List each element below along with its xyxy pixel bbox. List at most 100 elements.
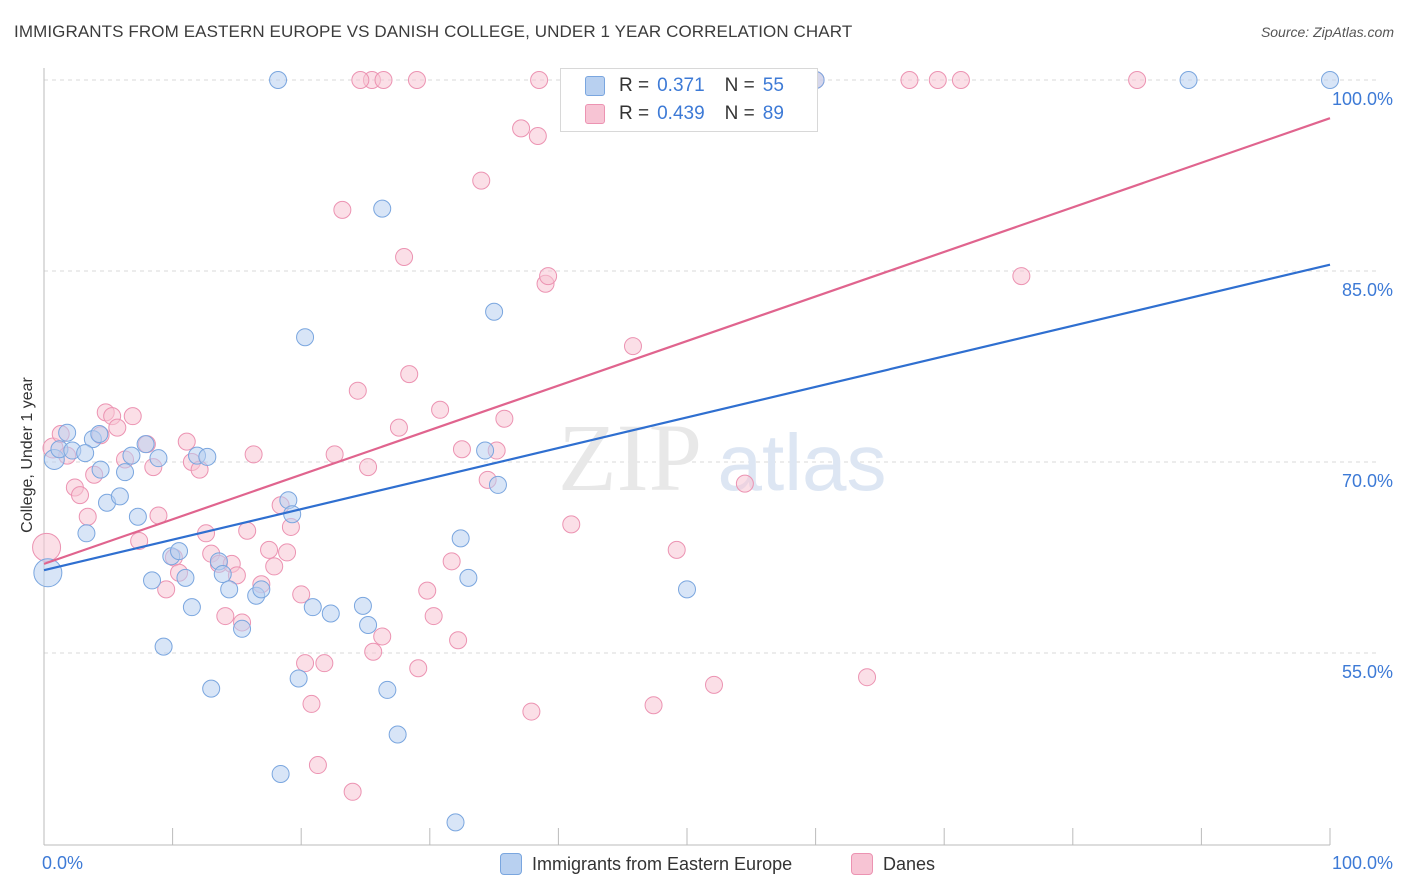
x-tick-label-max: 100.0% <box>1332 853 1393 873</box>
danes-point <box>562 515 581 534</box>
danes-point <box>157 580 176 599</box>
eastern-europe-point <box>90 424 109 443</box>
axes <box>43 68 1331 846</box>
danes-point <box>442 552 461 571</box>
danes-point <box>71 486 90 505</box>
danes-point <box>108 418 127 437</box>
danes-point <box>858 668 877 687</box>
danes-trend-line <box>43 117 1331 565</box>
eastern-europe-point <box>451 529 470 548</box>
eastern-europe-point <box>446 813 465 832</box>
eastern-europe-point <box>182 598 201 617</box>
source-label: Source: ZipAtlas.com <box>1260 24 1394 40</box>
eastern-europe-point <box>378 680 397 699</box>
eastern-europe-point <box>76 444 95 463</box>
danes-points <box>32 71 1147 801</box>
eastern-europe-point <box>289 669 308 688</box>
eastern-europe-point <box>91 460 110 479</box>
danes-point <box>130 531 149 550</box>
eastern-europe-point <box>678 580 696 599</box>
eastern-europe-point <box>128 507 147 526</box>
danes-point <box>315 654 334 673</box>
pink-n-value: 89 <box>762 103 784 124</box>
eastern-europe-point <box>373 199 392 218</box>
danes-point <box>431 400 450 419</box>
danes-point <box>364 642 383 661</box>
eastern-europe-point <box>233 619 252 638</box>
danes-point <box>333 200 352 219</box>
eastern-europe-point <box>116 463 135 482</box>
eastern-europe-point <box>488 475 507 494</box>
danes-point <box>539 267 558 286</box>
n-label: N = <box>724 75 755 96</box>
danes-point <box>705 675 724 694</box>
blue-n-value: 55 <box>762 75 784 96</box>
danes-point <box>452 440 471 459</box>
eastern-europe-point <box>1179 71 1198 89</box>
eastern-europe-point <box>143 571 162 590</box>
danes-point <box>389 418 408 437</box>
danes-point <box>667 540 686 559</box>
danes-point <box>292 585 311 604</box>
eastern-europe-point <box>77 524 96 543</box>
danes-point <box>78 507 97 526</box>
eastern-europe-point <box>459 568 478 587</box>
eastern-europe-point <box>476 441 495 460</box>
trend-lines <box>43 117 1331 572</box>
gridlines <box>44 79 1380 654</box>
eastern-europe-point <box>213 565 232 584</box>
r-label: R = <box>619 103 650 124</box>
danes-point <box>216 607 235 626</box>
eastern-europe-point <box>149 449 168 468</box>
danes-point <box>424 607 443 626</box>
danes-swatch <box>851 853 873 875</box>
pink-swatch <box>585 104 605 124</box>
eastern-europe-trend-line <box>43 263 1331 572</box>
danes-point <box>407 71 426 89</box>
danes-point <box>395 247 414 266</box>
danes-point <box>449 631 468 650</box>
danes-point <box>522 702 541 721</box>
y-axis-label: College, Under 1 year <box>19 377 36 533</box>
danes-point <box>351 71 370 89</box>
danes-point <box>512 119 531 138</box>
eastern-europe-point <box>296 328 315 347</box>
danes-point <box>32 532 62 562</box>
eastern-europe-point <box>110 487 129 506</box>
danes-point <box>418 581 437 600</box>
danes-point <box>348 381 367 400</box>
eastern-europe-point <box>122 446 141 465</box>
danes-point <box>530 71 549 89</box>
danes-label: Danes <box>883 853 936 874</box>
eastern-europe-point <box>1321 71 1339 89</box>
eastern-europe-point <box>321 604 340 623</box>
watermark-atlas: atlas <box>718 418 887 507</box>
eastern-europe-points <box>33 71 1339 832</box>
eastern-europe-point <box>271 764 290 783</box>
legend-item-danes[interactable]: Danes <box>851 852 935 876</box>
y-tick-label: 70.0% <box>1342 471 1393 491</box>
blue-swatch <box>585 76 605 96</box>
eastern-europe-point <box>154 637 173 656</box>
y-tick-label: 85.0% <box>1342 280 1393 300</box>
legend-row-blue: R = 0.371 N = 55 <box>585 74 784 98</box>
n-label: N = <box>724 103 755 124</box>
watermark: ZIP atlas <box>558 404 886 511</box>
legend-item-eastern-europe[interactable]: Immigrants from Eastern Europe <box>500 852 792 876</box>
danes-point <box>1012 267 1031 286</box>
danes-point <box>951 71 970 89</box>
y-tick-label: 100.0% <box>1332 89 1393 109</box>
pink-r-value: 0.439 <box>657 103 705 124</box>
eastern-europe-point <box>33 558 63 588</box>
danes-point <box>373 627 392 646</box>
danes-point <box>409 659 428 678</box>
danes-point <box>278 543 297 562</box>
danes-point <box>177 432 196 451</box>
danes-point <box>265 557 284 576</box>
danes-point <box>644 696 663 715</box>
danes-point <box>244 445 263 464</box>
eastern-europe-point <box>359 615 378 634</box>
chart-title: IMMIGRANTS FROM EASTERN EUROPE VS DANISH… <box>14 22 853 41</box>
eastern-europe-point <box>198 447 217 466</box>
